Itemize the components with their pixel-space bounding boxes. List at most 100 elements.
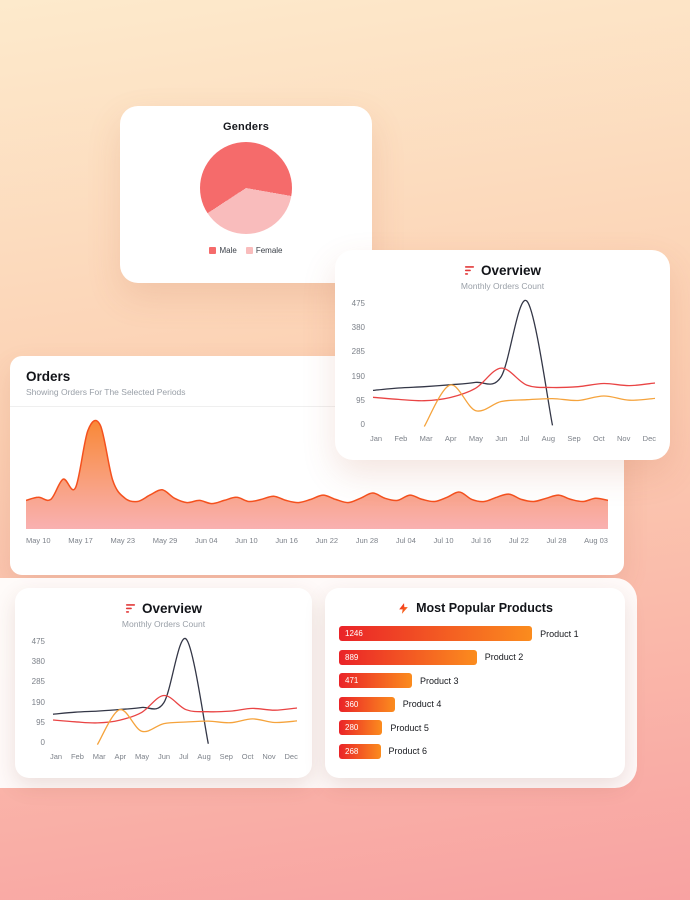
products-header: Most Popular Products: [325, 588, 625, 615]
tick-label: Jun 10: [235, 536, 258, 545]
product-bar-value: 471: [345, 676, 359, 685]
tick-label: Aug: [541, 434, 556, 443]
overview-subtitle: Monthly Orders Count: [460, 281, 545, 291]
tick-label: May 23: [110, 536, 136, 545]
product-bar-label: Product 3: [420, 675, 459, 686]
line-series-dark: [52, 638, 209, 744]
product-bar-row: 280 Product 5: [339, 720, 611, 735]
tick-label: Jul: [178, 752, 189, 761]
product-bar: 360: [339, 696, 395, 712]
overview-card-top: Overview Monthly Orders Count 475 380 285 1…: [335, 250, 670, 460]
tick-label: Jan: [370, 434, 383, 443]
tick-label: 0: [40, 737, 45, 747]
chart-canvas: [52, 638, 298, 745]
legend-label: Female: [255, 246, 283, 255]
product-bar-label: Product 1: [540, 628, 579, 639]
tick-label: Aug 03: [584, 536, 608, 545]
chart-canvas: [26, 419, 608, 529]
product-bar-row: 471 Product 3: [339, 673, 611, 688]
product-bar-value: 1246: [345, 629, 363, 638]
legend-swatch: [245, 247, 253, 254]
product-bar-label: Product 6: [388, 746, 428, 756]
tick-label: Dec: [642, 434, 656, 443]
product-bar: 471: [339, 673, 412, 688]
tick-label: Dec: [284, 752, 298, 761]
overview-header: Overview: [335, 250, 670, 278]
overview-subtitle: Monthly Orders Count: [121, 619, 206, 629]
area-line: [26, 419, 608, 505]
tick-label: Jul 16: [471, 536, 492, 545]
orders-title: Orders: [26, 369, 71, 384]
overview-y-axis: 475 380 285 190 95 0: [343, 299, 370, 429]
tick-label: Oct: [241, 752, 254, 761]
tick-label: Jun 28: [355, 536, 379, 545]
tick-label: Jun: [495, 434, 508, 443]
tick-label: May 10: [26, 536, 51, 545]
tick-label: 285: [31, 677, 45, 687]
products-title: Most Popular Products: [416, 601, 553, 615]
tick-label: May 17: [68, 536, 93, 545]
orders-area-chart: [26, 419, 608, 529]
orders-x-axis: May 10 May 17 May 23 May 29 Jun 04 Jun 10 Jun …: [26, 536, 608, 545]
tick-label: 475: [351, 299, 365, 308]
tick-label: 95: [356, 395, 365, 405]
tick-label: Jun 16: [275, 536, 298, 545]
tick-label: Jun 04: [195, 536, 218, 545]
genders-title: Genders: [222, 121, 270, 133]
product-bar-row: 1246 Product 1: [339, 626, 611, 641]
tick-label: May: [135, 752, 150, 761]
filter-lines-icon: [464, 265, 475, 276]
overview-title: Overview: [480, 263, 542, 278]
genders-card: Genders Male Female: [120, 106, 372, 283]
tick-label: Jun 22: [315, 536, 339, 545]
tick-label: 475: [31, 637, 45, 646]
tick-label: 380: [31, 657, 45, 667]
overview-y-axis: 475 380 285 190 95 0: [23, 637, 50, 747]
tick-label: Jul 22: [508, 536, 529, 545]
tick-label: May: [468, 434, 484, 443]
line-series-dark: [372, 300, 554, 426]
overview-title: Overview: [141, 601, 203, 616]
product-bar-value: 280: [345, 723, 359, 732]
product-bar-row: 268 Product 6: [339, 743, 611, 759]
product-bar: 280: [339, 720, 383, 735]
orders-header: Orders Showing Orders For The Selected P…: [10, 356, 624, 407]
tick-label: Feb: [394, 434, 408, 443]
tick-label: 0: [360, 419, 365, 429]
product-bar-value: 889: [345, 652, 359, 662]
tick-label: Nov: [262, 752, 276, 761]
tick-label: Oct: [593, 434, 605, 443]
legend-label: Male: [219, 246, 237, 255]
tick-label: Apr: [114, 752, 127, 761]
tick-label: Mar: [419, 434, 433, 443]
lightning-bolt-icon: [397, 602, 410, 615]
product-bar-value: 360: [345, 699, 359, 709]
overview-chart-area: 475 380 285 190 95 0: [15, 629, 312, 747]
genders-pie-chart: [200, 142, 292, 234]
product-bar-label: Product 5: [390, 722, 429, 733]
tick-label: Nov: [617, 434, 631, 443]
genders-legend: Male Female: [120, 246, 372, 255]
legend-item[interactable]: Male: [209, 246, 237, 255]
product-bar: 1246: [339, 626, 533, 641]
product-bar: 268: [339, 743, 381, 759]
tick-label: Apr: [444, 434, 457, 443]
area-fill: [26, 420, 608, 529]
overview-line-chart: [50, 637, 300, 747]
tick-label: May 29: [152, 536, 178, 545]
legend-swatch: [209, 247, 217, 254]
tick-label: Sep: [567, 434, 581, 443]
popular-products-card: Most Popular Products 1246 Product 1 889 Pr…: [325, 588, 625, 778]
filter-lines-icon: [125, 603, 136, 614]
tick-label: Jul 10: [433, 536, 454, 545]
tick-label: Jan: [50, 752, 63, 761]
overview-x-axis: Jan Feb Mar Apr May Jun Jul Aug Sep Oct Nov Dec: [50, 752, 298, 761]
products-bar-list: 1246 Product 1 889 Product 2 471 Product 3 360…: [339, 626, 611, 759]
product-bar-row: 889 Product 2: [339, 649, 611, 665]
tick-label: 95: [36, 717, 45, 727]
legend-item[interactable]: Female: [245, 246, 283, 255]
line-series-orange: [96, 709, 298, 745]
tick-label: 380: [351, 323, 365, 333]
tick-label: Mar: [92, 752, 106, 761]
product-bar-value: 268: [345, 746, 359, 756]
